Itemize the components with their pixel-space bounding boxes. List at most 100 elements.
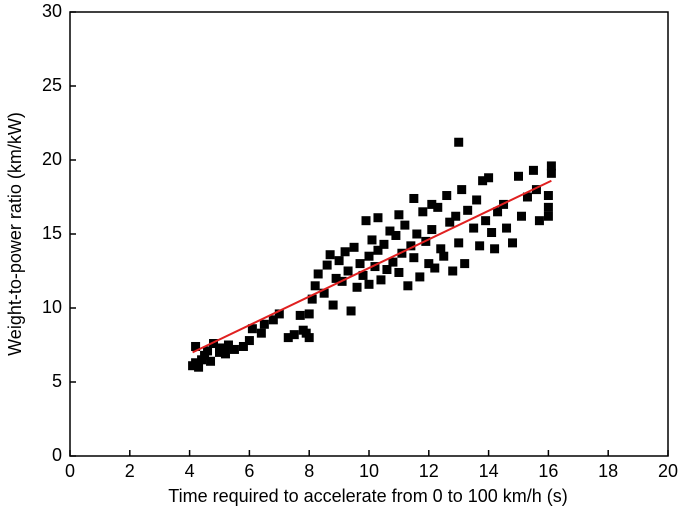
point <box>391 230 401 240</box>
point <box>460 259 470 269</box>
point <box>469 223 479 233</box>
point <box>445 217 455 227</box>
point <box>430 263 440 273</box>
y-axis-label: Weight-to-power ratio (km/kW) <box>5 112 25 356</box>
x-tick-label: 4 <box>185 461 195 481</box>
point <box>352 282 362 292</box>
point <box>463 205 473 215</box>
point <box>433 202 443 212</box>
x-tick-label: 10 <box>359 461 379 481</box>
point <box>484 173 494 183</box>
point <box>543 202 553 212</box>
point <box>376 275 386 285</box>
point <box>355 259 365 269</box>
point <box>328 300 338 310</box>
point <box>310 281 320 291</box>
point <box>406 241 416 251</box>
point <box>259 319 269 329</box>
point <box>289 330 299 340</box>
point <box>256 328 266 338</box>
point <box>238 341 248 351</box>
point <box>546 161 556 171</box>
y-tick-label: 15 <box>42 223 62 243</box>
x-tick-label: 0 <box>65 461 75 481</box>
y-tick-label: 25 <box>42 75 62 95</box>
y-tick-label: 0 <box>52 445 62 465</box>
point <box>451 211 461 221</box>
point <box>415 272 425 282</box>
y-tick-label: 5 <box>52 371 62 391</box>
point <box>514 171 523 181</box>
y-tick-label: 20 <box>42 149 62 169</box>
point <box>349 242 359 252</box>
point <box>522 192 532 202</box>
fit-line <box>192 179 552 354</box>
point <box>223 340 233 350</box>
point <box>528 165 538 175</box>
point <box>295 310 305 320</box>
point <box>331 273 341 283</box>
point <box>283 333 293 343</box>
point <box>427 199 437 209</box>
point <box>304 309 314 319</box>
point <box>546 168 556 178</box>
point <box>274 309 284 319</box>
plot-frame <box>69 11 669 457</box>
point <box>388 257 398 267</box>
point <box>194 362 204 372</box>
point <box>209 339 219 349</box>
point <box>457 185 467 195</box>
point <box>534 216 544 226</box>
point <box>373 213 383 223</box>
point <box>373 245 383 255</box>
point <box>448 266 458 276</box>
point <box>442 191 452 201</box>
point <box>319 288 329 298</box>
y-tick-label: 10 <box>42 297 62 317</box>
x-tick-label: 14 <box>479 461 499 481</box>
point <box>367 235 377 245</box>
point <box>424 259 434 269</box>
point <box>370 262 380 272</box>
point <box>217 343 227 353</box>
point <box>313 269 323 279</box>
point <box>203 346 213 356</box>
point <box>247 324 257 334</box>
point <box>394 210 404 220</box>
x-tick-label: 18 <box>598 461 618 481</box>
point <box>409 253 419 263</box>
point <box>531 185 541 195</box>
point <box>343 266 353 276</box>
point <box>439 251 449 261</box>
point <box>472 195 482 205</box>
point <box>475 241 485 251</box>
point <box>229 344 239 354</box>
point <box>322 260 332 270</box>
point <box>502 223 512 233</box>
point <box>394 267 404 277</box>
x-tick-label: 6 <box>244 461 254 481</box>
point <box>487 228 497 238</box>
point <box>508 238 518 248</box>
point <box>244 336 254 346</box>
x-tick-label: 8 <box>304 461 314 481</box>
point <box>364 251 374 261</box>
point <box>412 229 422 239</box>
x-tick-label: 20 <box>658 461 678 481</box>
point <box>478 176 488 186</box>
x-tick-label: 2 <box>125 461 135 481</box>
point <box>490 244 500 254</box>
point <box>418 207 428 217</box>
point <box>454 137 464 147</box>
point <box>400 220 410 230</box>
point <box>364 279 374 289</box>
y-tick-label: 30 <box>42 1 62 21</box>
point <box>379 239 389 249</box>
point <box>493 207 503 217</box>
point <box>307 294 317 304</box>
point <box>191 341 201 351</box>
point <box>268 315 278 325</box>
point <box>403 281 413 291</box>
point <box>543 211 553 221</box>
